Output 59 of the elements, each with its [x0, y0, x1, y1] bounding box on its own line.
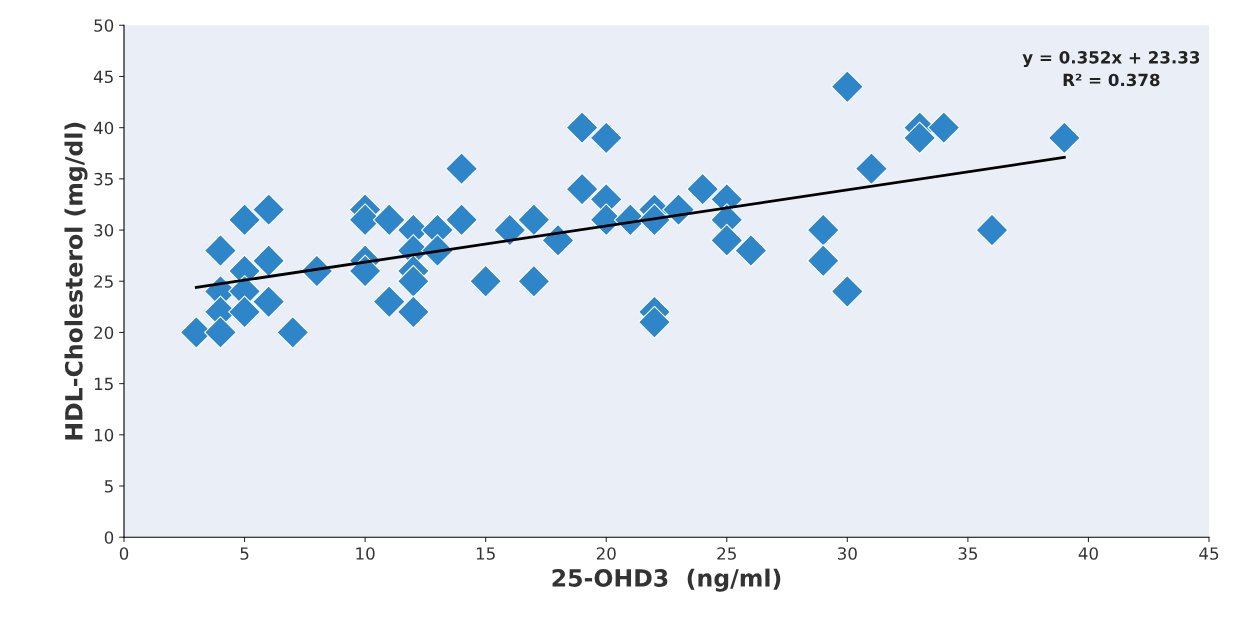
y-tick-label: 20	[94, 326, 114, 339]
x-tick-label: 40	[1078, 547, 1098, 560]
point	[927, 111, 961, 145]
point	[903, 121, 937, 155]
point	[445, 152, 478, 186]
point	[517, 264, 551, 298]
point	[372, 285, 406, 319]
x-axis-title: 25-OHD3 (ng/ml)	[552, 568, 781, 592]
point	[252, 193, 286, 226]
point	[396, 264, 430, 298]
point	[445, 203, 478, 237]
point	[806, 213, 840, 247]
y-tick-label: 45	[93, 70, 113, 84]
x-tick-label: 45	[1199, 547, 1219, 560]
point	[517, 203, 551, 237]
point	[228, 295, 261, 329]
y-tick-label: 25	[94, 275, 113, 288]
x-tick-label: 0	[119, 547, 129, 560]
point	[372, 203, 406, 237]
point	[204, 234, 237, 267]
point	[1047, 121, 1081, 155]
point	[565, 111, 599, 145]
point	[204, 316, 237, 349]
point	[806, 244, 840, 278]
point	[252, 244, 286, 278]
point	[228, 203, 261, 237]
y-tick-label: 35	[94, 172, 113, 186]
y-tick-label: 0	[104, 531, 114, 544]
point	[855, 152, 888, 186]
x-tick-label: 15	[476, 547, 495, 560]
point	[830, 275, 864, 308]
point	[734, 234, 768, 267]
y-axis-title: HDL-Cholesterol (mg/dl)	[64, 122, 88, 440]
y-tick-label: 5	[104, 480, 113, 493]
annotation: y = 0.352x + 23.33 R² = 0.378	[1022, 51, 1200, 87]
point	[276, 316, 310, 349]
point	[565, 172, 599, 206]
x-tick-label: 35	[958, 547, 978, 560]
point	[830, 70, 864, 104]
point	[589, 121, 623, 155]
x-tick-label: 10	[356, 547, 375, 560]
x-tick-label: 20	[596, 547, 616, 560]
y-tick-label: 40	[93, 121, 114, 135]
point	[686, 172, 720, 206]
point	[469, 264, 503, 298]
y-tick-label: 10	[94, 428, 114, 442]
y-tick-label: 50	[94, 19, 114, 32]
y-tick-label: 30	[94, 224, 114, 237]
point	[975, 213, 1009, 247]
point	[493, 213, 527, 247]
point	[710, 223, 744, 257]
point	[396, 295, 430, 329]
x-tick-label: 5	[240, 547, 249, 560]
point	[252, 285, 286, 319]
point	[348, 254, 382, 288]
x-tick-label: 25	[717, 547, 736, 560]
y-tick-label: 15	[94, 377, 113, 391]
point	[638, 305, 671, 339]
x-tick-label: 30	[838, 547, 857, 560]
